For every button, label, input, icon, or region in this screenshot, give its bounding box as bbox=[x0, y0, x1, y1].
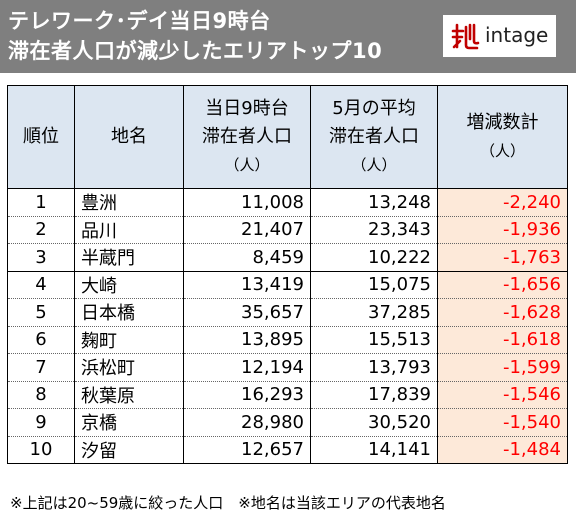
footnote: ※上記は20~59歳に絞った人口 ※地名は当該エリアの代表地名 bbox=[10, 494, 446, 512]
area-name-cell: 京橋 bbox=[74, 408, 184, 437]
area-name-cell: 浜松町 bbox=[74, 353, 184, 382]
may-average-cell: 13,248 bbox=[310, 188, 438, 217]
diff-cell: -1,540 bbox=[437, 408, 568, 437]
column-header-rank: 順位 bbox=[7, 85, 75, 189]
area-name-cell: 品川 bbox=[74, 215, 184, 244]
area-name-cell: 秋葉原 bbox=[74, 380, 184, 409]
diff-cell: -1,763 bbox=[437, 243, 568, 272]
may-average-cell: 37,285 bbox=[310, 298, 438, 327]
page-title: テレワーク･デイ当日9時台 滞在者人口が減少したエリアトップ10 bbox=[8, 6, 438, 66]
may-average-cell: 10,222 bbox=[310, 243, 438, 272]
may-average-cell: 30,520 bbox=[310, 408, 438, 437]
area-name-cell: 麹町 bbox=[74, 325, 184, 354]
today-population-cell: 12,194 bbox=[183, 353, 311, 382]
title-line-1: テレワーク･デイ当日9時台 bbox=[8, 9, 271, 33]
may-average-cell: 17,839 bbox=[310, 380, 438, 409]
diff-cell: -1,599 bbox=[437, 353, 568, 382]
diff-cell: -1,936 bbox=[437, 215, 568, 244]
table-header-row: 順位 地名 当日9時台 滞在者人口 （人） 5月の平均 滞在者人口 （人） 増減… bbox=[7, 85, 568, 189]
rank-cell: 2 bbox=[7, 215, 75, 244]
area-name-cell: 日本橋 bbox=[74, 298, 184, 327]
area-name-cell: 豊洲 bbox=[74, 188, 184, 217]
table-row: 6 麹町 13,895 15,513 -1,618 bbox=[7, 325, 568, 354]
may-average-cell: 13,793 bbox=[310, 353, 438, 382]
today-population-cell: 11,008 bbox=[183, 188, 311, 217]
area-name-cell: 大崎 bbox=[74, 270, 184, 299]
ranking-table: 順位 地名 当日9時台 滞在者人口 （人） 5月の平均 滞在者人口 （人） 増減… bbox=[7, 85, 568, 464]
title-line-2: 滞在者人口が減少したエリアトップ10 bbox=[8, 39, 383, 63]
today-population-cell: 28,980 bbox=[183, 408, 311, 437]
intage-logo: intage bbox=[443, 15, 556, 57]
diff-cell: -2,240 bbox=[437, 188, 568, 217]
rank-cell: 10 bbox=[7, 435, 75, 464]
diff-cell: -1,656 bbox=[437, 270, 568, 299]
today-population-cell: 16,293 bbox=[183, 380, 311, 409]
diff-cell: -1,546 bbox=[437, 380, 568, 409]
column-header-today: 当日9時台 滞在者人口 （人） bbox=[183, 85, 311, 189]
rank-cell: 9 bbox=[7, 408, 75, 437]
area-name-cell: 半蔵門 bbox=[74, 243, 184, 272]
table-row: 3 半蔵門 8,459 10,222 -1,763 bbox=[7, 243, 568, 272]
today-population-cell: 12,657 bbox=[183, 435, 311, 464]
table-row: 5 日本橋 35,657 37,285 -1,628 bbox=[7, 298, 568, 327]
title-banner: テレワーク･デイ当日9時台 滞在者人口が減少したエリアトップ10 intage bbox=[0, 0, 576, 73]
intage-logo-mark-icon bbox=[451, 23, 480, 50]
table-row: 2 品川 21,407 23,343 -1,936 bbox=[7, 215, 568, 244]
rank-cell: 8 bbox=[7, 380, 75, 409]
table-row: 4 大崎 13,419 15,075 -1,656 bbox=[7, 270, 568, 299]
today-population-cell: 13,419 bbox=[183, 270, 311, 299]
column-header-diff: 増減数計 （人） bbox=[437, 85, 568, 189]
today-population-cell: 8,459 bbox=[183, 243, 311, 272]
rank-cell: 4 bbox=[7, 270, 75, 299]
today-population-cell: 13,895 bbox=[183, 325, 311, 354]
table-row: 7 浜松町 12,194 13,793 -1,599 bbox=[7, 353, 568, 382]
today-population-cell: 35,657 bbox=[183, 298, 311, 327]
area-name-cell: 汐留 bbox=[74, 435, 184, 464]
rank-cell: 1 bbox=[7, 188, 75, 217]
may-average-cell: 23,343 bbox=[310, 215, 438, 244]
diff-cell: -1,618 bbox=[437, 325, 568, 354]
may-average-cell: 15,075 bbox=[310, 270, 438, 299]
rank-cell: 6 bbox=[7, 325, 75, 354]
rank-cell: 3 bbox=[7, 243, 75, 272]
column-header-may-average: 5月の平均 滞在者人口 （人） bbox=[310, 85, 438, 189]
column-header-area: 地名 bbox=[74, 85, 184, 189]
table-row: 8 秋葉原 16,293 17,839 -1,546 bbox=[7, 380, 568, 409]
rank-cell: 5 bbox=[7, 298, 75, 327]
may-average-cell: 14,141 bbox=[310, 435, 438, 464]
today-population-cell: 21,407 bbox=[183, 215, 311, 244]
table-row: 9 京橋 28,980 30,520 -1,540 bbox=[7, 408, 568, 437]
table-row: 10 汐留 12,657 14,141 -1,484 bbox=[7, 435, 568, 464]
may-average-cell: 15,513 bbox=[310, 325, 438, 354]
table-row: 1 豊洲 11,008 13,248 -2,240 bbox=[7, 188, 568, 217]
rank-cell: 7 bbox=[7, 353, 75, 382]
diff-cell: -1,484 bbox=[437, 435, 568, 464]
diff-cell: -1,628 bbox=[437, 298, 568, 327]
logo-wordmark: intage bbox=[485, 23, 549, 47]
